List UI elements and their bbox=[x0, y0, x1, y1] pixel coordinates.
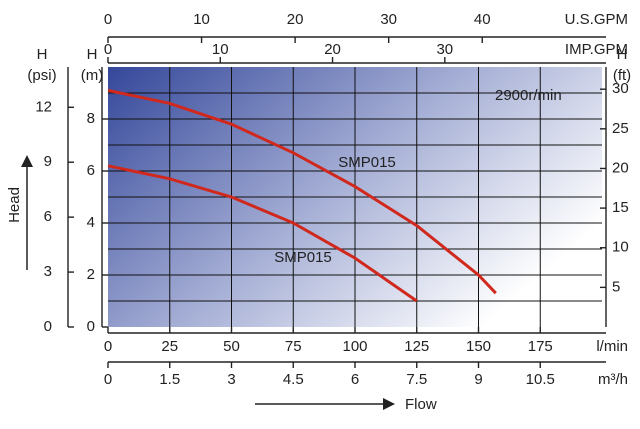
x-tick-label: 20 bbox=[287, 11, 304, 28]
curve-label: SMP015 bbox=[338, 154, 396, 171]
y-tick-label: 4 bbox=[87, 214, 95, 231]
x-tick-label: 75 bbox=[285, 338, 302, 355]
x-tick-label: 50 bbox=[223, 338, 240, 355]
y-tick-label: 25 bbox=[612, 120, 629, 137]
axis-unit: (m) bbox=[81, 67, 104, 84]
y-tick-label: 5 bbox=[612, 278, 620, 295]
x-tick-label: 4.5 bbox=[283, 371, 304, 388]
curve bbox=[107, 164, 418, 303]
head-label: Head bbox=[6, 187, 23, 223]
x-tick-label: 10 bbox=[193, 11, 210, 28]
y-tick-label: 6 bbox=[44, 208, 52, 225]
axis-unit: l/min bbox=[596, 338, 628, 355]
x-tick-label: 150 bbox=[466, 338, 491, 355]
curve bbox=[107, 88, 497, 295]
x-tick-label: 0 bbox=[104, 371, 112, 388]
x-tick-label: 9 bbox=[474, 371, 482, 388]
y-tick-label: 2 bbox=[87, 266, 95, 283]
speed-label: 2900r/min bbox=[495, 87, 562, 104]
x-tick-label: 0 bbox=[104, 11, 112, 28]
x-tick-label: 6 bbox=[351, 371, 359, 388]
axis-unit: H bbox=[87, 46, 98, 63]
axis-unit: (psi) bbox=[27, 67, 56, 84]
x-tick-label: 0 bbox=[104, 338, 112, 355]
flow-label: Flow bbox=[405, 396, 437, 413]
y-tick-label: 6 bbox=[87, 162, 95, 179]
y-tick-label: 9 bbox=[44, 153, 52, 170]
axis-unit: IMP.GPM bbox=[565, 41, 628, 58]
y-tick-label: 3 bbox=[44, 263, 52, 280]
x-tick-label: 10 bbox=[212, 41, 229, 58]
y-tick-label: 8 bbox=[87, 110, 95, 127]
axis-unit: H bbox=[37, 46, 48, 63]
axis-unit: H bbox=[617, 46, 628, 63]
x-tick-label: 20 bbox=[324, 41, 341, 58]
y-tick-label: 12 bbox=[35, 98, 52, 115]
y-tick-label: 0 bbox=[44, 318, 52, 335]
x-tick-label: 30 bbox=[436, 41, 453, 58]
y-tick-label: 10 bbox=[612, 239, 629, 256]
x-tick-label: 125 bbox=[404, 338, 429, 355]
axis-unit: (ft) bbox=[613, 67, 631, 84]
x-tick-label: 100 bbox=[342, 338, 367, 355]
x-tick-label: 30 bbox=[380, 11, 397, 28]
x-tick-label: 40 bbox=[474, 11, 491, 28]
x-tick-label: 1.5 bbox=[159, 371, 180, 388]
x-tick-label: 25 bbox=[161, 338, 178, 355]
y-tick-label: 20 bbox=[612, 159, 629, 176]
axis-unit: m³/h bbox=[598, 371, 628, 388]
x-tick-label: 10.5 bbox=[526, 371, 555, 388]
axis-unit: U.S.GPM bbox=[565, 11, 628, 28]
y-tick-label: 30 bbox=[612, 80, 629, 97]
x-tick-label: 3 bbox=[227, 371, 235, 388]
y-tick-label: 0 bbox=[87, 318, 95, 335]
x-tick-label: 7.5 bbox=[406, 371, 427, 388]
curve-label: SMP015 bbox=[274, 249, 332, 266]
x-tick-label: 0 bbox=[104, 41, 112, 58]
x-tick-label: 175 bbox=[528, 338, 553, 355]
y-tick-label: 15 bbox=[612, 199, 629, 216]
